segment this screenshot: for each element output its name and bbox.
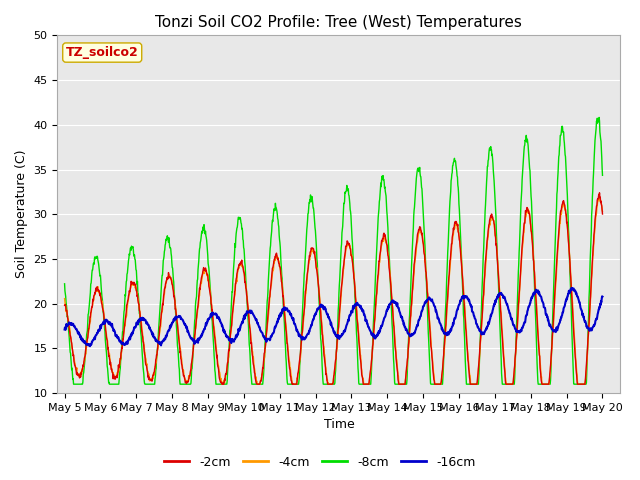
X-axis label: Time: Time bbox=[324, 419, 355, 432]
Text: TZ_soilco2: TZ_soilco2 bbox=[66, 46, 139, 59]
Y-axis label: Soil Temperature (C): Soil Temperature (C) bbox=[15, 150, 28, 278]
Title: Tonzi Soil CO2 Profile: Tree (West) Temperatures: Tonzi Soil CO2 Profile: Tree (West) Temp… bbox=[156, 15, 522, 30]
Legend: -2cm, -4cm, -8cm, -16cm: -2cm, -4cm, -8cm, -16cm bbox=[159, 451, 481, 474]
